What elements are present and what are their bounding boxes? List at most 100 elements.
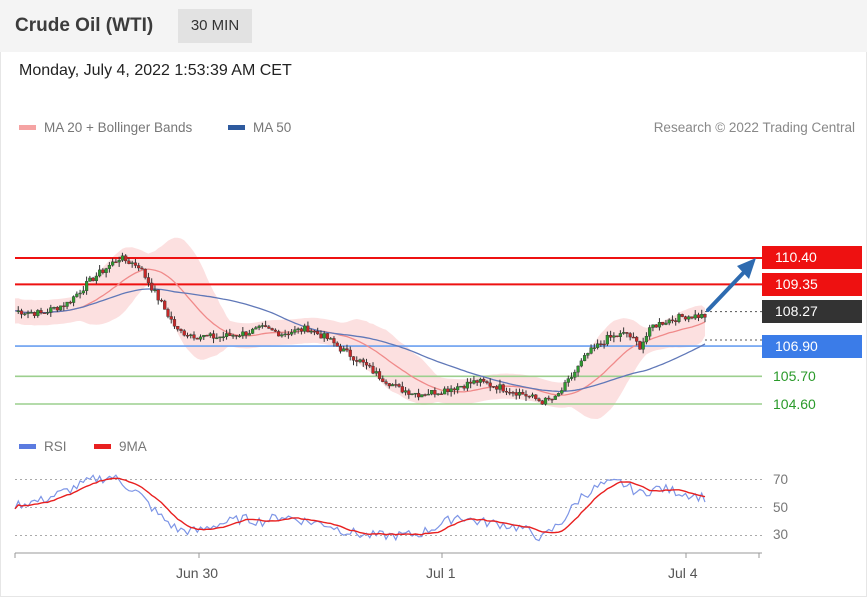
candle-body — [498, 384, 502, 390]
candle-body — [32, 312, 37, 316]
candle-body — [449, 388, 453, 393]
candle-body — [55, 307, 59, 311]
legend-ma50: MA 50 — [228, 120, 291, 135]
candle-body — [198, 336, 203, 340]
candle-body — [612, 335, 616, 338]
candle-body — [39, 310, 43, 313]
candle-body — [394, 384, 398, 386]
legend-9ma: 9MA — [94, 439, 147, 454]
candle-body — [677, 314, 681, 322]
ma9-label: 9MA — [119, 439, 147, 454]
candle-body — [150, 282, 154, 291]
candle-body — [286, 333, 290, 336]
candle-body — [329, 338, 333, 340]
candle-body — [250, 328, 255, 334]
candle-body — [88, 277, 92, 282]
candle-body — [456, 386, 460, 391]
ma50-label: MA 50 — [253, 120, 292, 135]
rsi-9ma-line — [14, 477, 706, 536]
candle-body — [443, 388, 447, 395]
candle-body — [159, 299, 164, 302]
candle-body — [400, 386, 404, 393]
candle-body — [45, 312, 50, 314]
candle-body — [358, 359, 362, 362]
candle-body — [283, 333, 287, 336]
candle-body — [602, 343, 606, 346]
candle-body — [166, 309, 170, 317]
candle-body — [120, 255, 125, 261]
candle-body — [189, 334, 193, 336]
candle-body — [635, 336, 639, 342]
candle-body — [641, 341, 645, 350]
candle-body — [374, 371, 378, 374]
copyright-label: Research © 2022 Trading Central — [653, 120, 855, 135]
candle-body — [364, 362, 369, 366]
rsi-tick-30: 30 — [773, 527, 789, 542]
legend-rsi: RSI — [19, 439, 67, 454]
forecast-arrow-shaft — [706, 266, 750, 312]
x-tick-jul1: Jul 1 — [426, 565, 456, 581]
ma50-swatch — [228, 124, 245, 130]
candle-body — [465, 381, 470, 389]
candle-body — [605, 335, 609, 345]
candle-body — [260, 325, 264, 327]
candle-body — [495, 386, 499, 390]
candle-body — [423, 394, 427, 396]
ma9-swatch — [94, 443, 111, 449]
candle-body — [472, 380, 476, 384]
candle-body — [556, 393, 561, 397]
level-106-90-label: 106.90 — [762, 335, 862, 358]
candle-body — [618, 333, 622, 337]
candle-body — [576, 365, 580, 373]
level-105-70-label: 105.70 — [773, 368, 816, 384]
candle-body — [403, 390, 408, 393]
candle-body — [264, 325, 268, 327]
candle-body — [622, 332, 626, 334]
candle-body — [524, 394, 528, 397]
candle-body — [368, 364, 372, 367]
candle-body — [667, 319, 671, 324]
candle-body — [65, 301, 69, 307]
candle-body — [348, 349, 352, 357]
rsi-tick-50: 50 — [773, 500, 789, 515]
candle-body — [62, 305, 66, 308]
candle-body — [19, 310, 24, 315]
candle-body — [586, 353, 590, 356]
candle-body — [579, 360, 583, 367]
candle-body — [293, 329, 297, 333]
candle-body — [504, 391, 509, 393]
candle-body — [345, 348, 349, 351]
candle-body — [192, 334, 196, 339]
last-price-label: 108.27 — [762, 300, 862, 323]
candle-body — [501, 384, 505, 392]
candle-body — [488, 382, 492, 387]
rsi-tick-70: 70 — [773, 472, 789, 487]
candle-body — [573, 371, 577, 378]
candle-body — [609, 335, 613, 338]
candle-body — [387, 383, 391, 387]
candle-body — [670, 319, 675, 322]
timeframe-button[interactable]: 30 MIN — [178, 9, 252, 43]
candle-body — [247, 333, 251, 336]
candle-body — [237, 335, 242, 338]
candle-body — [459, 385, 463, 388]
candle-body — [228, 333, 232, 336]
candle-body — [52, 307, 56, 309]
candle-body — [514, 392, 518, 396]
candle-body — [205, 334, 209, 337]
candle-body — [390, 384, 395, 387]
candle-body — [674, 320, 678, 322]
candle-body — [42, 312, 46, 314]
candle-body — [309, 330, 313, 333]
candle-body — [416, 392, 421, 398]
candle-body — [625, 332, 629, 334]
candle-body — [234, 335, 238, 337]
candle-body — [696, 314, 701, 318]
candle-body — [661, 322, 665, 325]
candle-body — [270, 328, 274, 331]
candle-body — [595, 343, 600, 348]
candle-body — [433, 390, 437, 395]
candle-body — [351, 356, 356, 361]
candle-body — [306, 325, 310, 333]
